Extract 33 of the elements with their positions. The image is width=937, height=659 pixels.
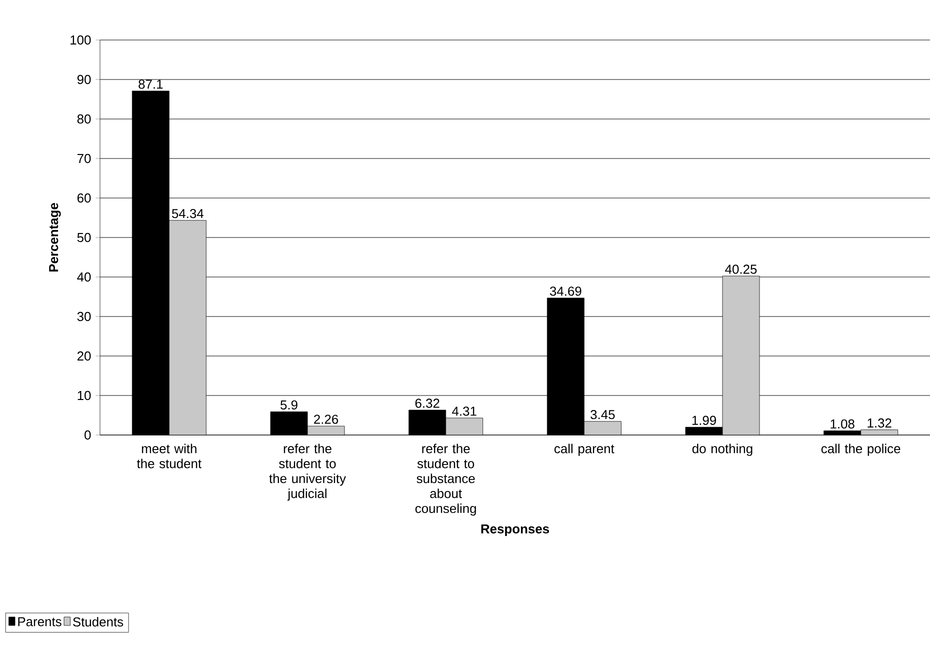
y-tick-label: 100 [70, 35, 91, 45]
data-label: 1.32 [868, 418, 892, 428]
data-label: 5.9 [280, 400, 298, 410]
x-axis-title: Responses [481, 524, 550, 536]
data-label: 2.26 [314, 414, 338, 424]
x-tick-label: call parent [554, 444, 614, 456]
y-tick-label: 10 [78, 390, 91, 400]
y-tick-label: 20 [77, 351, 91, 361]
data-label: 4.31 [452, 406, 476, 416]
y-tick-label: 40 [77, 272, 91, 282]
legend-label: Parents [18, 617, 62, 626]
y-tick-label: 70 [78, 154, 91, 164]
x-tick-label: refer the student to the university judicial [269, 444, 346, 501]
data-label: 34.69 [550, 286, 582, 296]
data-label: 1.08 [830, 419, 854, 429]
data-label: 54.34 [172, 208, 204, 218]
data-label: 1.99 [692, 416, 716, 425]
data-label: 3.45 [590, 410, 615, 420]
y-tick-label: 80 [77, 114, 91, 124]
data-label: 87.1 [138, 80, 163, 89]
data-label: 40.25 [725, 264, 757, 274]
x-tick-label: meet with the student [136, 444, 202, 468]
y-tick-label: 60 [77, 193, 91, 203]
y-tick-label: 0 [84, 430, 91, 440]
y-tick-label: 50 [77, 232, 91, 242]
x-tick-label: call the police [821, 444, 900, 456]
y-tick-label: 30 [77, 312, 91, 322]
y-axis-title: Percentage [49, 203, 61, 272]
x-tick-label: refer the student to substance about counseling [415, 444, 476, 516]
data-label: 6.32 [415, 398, 440, 408]
legend-label: Students [73, 616, 124, 626]
x-tick-label: do nothing [692, 444, 752, 456]
y-tick-label: 90 [77, 74, 91, 84]
